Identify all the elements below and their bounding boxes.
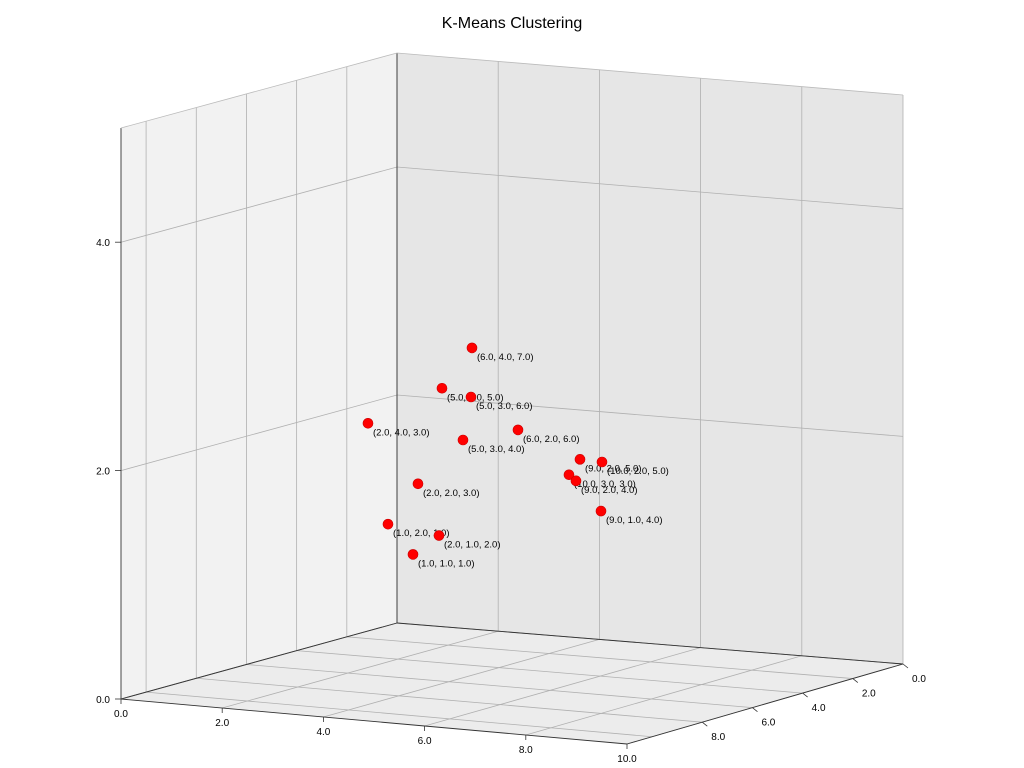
y-tick-mark (802, 692, 808, 698)
data-point (457, 434, 469, 446)
chart-title: K-Means Clustering (442, 15, 583, 32)
data-point (595, 505, 607, 517)
y-tick-label: 6.0 (761, 718, 775, 729)
data-point-label: (6.0, 4.0, 7.0) (477, 352, 534, 363)
y-tick-mark (852, 678, 859, 683)
data-point (574, 454, 586, 465)
data-point-group: (2.0, 1.0, 2.0) (433, 530, 501, 551)
grid-line-x-floor (424, 647, 701, 727)
grid-line-y-floor (346, 636, 853, 679)
data-point-label: (2.0, 4.0, 3.0) (373, 427, 430, 438)
data-point (436, 382, 448, 394)
data-point-group: (1.0, 1.0, 1.0) (407, 549, 475, 569)
data-point (465, 391, 477, 403)
data-point-group: (6.0, 2.0, 6.0) (512, 424, 580, 445)
y-tick-mark (902, 663, 909, 669)
y-tick-label: 8.0 (711, 732, 725, 743)
data-point-label: (2.0, 2.0, 3.0) (423, 488, 480, 499)
chart-tick-labels: 0.0 2.0 4.0 6.0 8.0 10.0 0.0 2.0 4.0 6.0 8.0 0.0 2.0… (96, 238, 926, 765)
data-point (466, 342, 478, 354)
x-tick-label: 10.0 (617, 754, 637, 765)
data-point-group: (5.0, 3.0, 4.0) (457, 434, 525, 455)
data-point-label: (10.0, 3.0, 3.0) (574, 479, 636, 490)
chart-axes (120, 52, 904, 745)
z-tick-label: 0.0 (96, 695, 110, 706)
data-point-group: (9.0, 2.0, 4.0) (570, 475, 638, 496)
data-point-label: (9.0, 1.0, 4.0) (606, 515, 663, 526)
x-tick-label: 4.0 (316, 727, 330, 738)
y-tick-label: 2.0 (862, 689, 876, 700)
grid-line-x-floor (525, 655, 802, 736)
data-point-group: (1.0, 2.0, 1.0) (382, 518, 450, 539)
grid-line-y-floor (296, 650, 803, 694)
grid-line-y-floor (196, 677, 703, 723)
data-point-group: (9.0, 2.0, 5.0) (574, 454, 642, 474)
grid-line-y-floor (246, 664, 753, 709)
data-point (563, 469, 575, 481)
grid-line-x-floor (323, 639, 600, 718)
floor-pane (121, 623, 903, 744)
x-tick-label: 8.0 (519, 745, 533, 756)
top-left-edge (120, 52, 398, 129)
data-point-group: (10.0, 3.0, 3.0) (563, 469, 636, 490)
data-point-label: (2.0, 1.0, 2.0) (444, 540, 501, 551)
chart-panes (121, 53, 903, 744)
y-tick-mark (702, 721, 708, 727)
data-point-group: (5.0, 3.0, 6.0) (465, 391, 533, 412)
data-point-label: (5.0, 3.0, 6.0) (476, 401, 533, 412)
data-point (433, 530, 445, 541)
x-axis-line (120, 698, 628, 745)
y-tick-label: 0.0 (912, 674, 926, 685)
floor-left-edge (120, 622, 398, 700)
data-point-group: (2.0, 4.0, 3.0) (362, 417, 430, 438)
data-point (412, 478, 424, 490)
data-point (407, 549, 419, 560)
data-point (596, 456, 608, 468)
chart-points: (1.0, 2.0, 1.0)(2.0, 4.0, 3.0)(5.0, 4.0,… (362, 342, 669, 569)
data-point-label: (9.0, 2.0, 5.0) (585, 463, 642, 474)
data-point-label: (1.0, 1.0, 1.0) (418, 558, 475, 569)
x-tick-label: 6.0 (418, 736, 432, 747)
data-point (382, 518, 394, 530)
y-tick-mark (752, 707, 758, 712)
top-back-edge (396, 52, 904, 96)
z-tick-label: 2.0 (96, 467, 110, 478)
data-point-label: (9.0, 2.0, 4.0) (581, 485, 638, 496)
floor-back-edge (396, 622, 904, 665)
x-tick-label: 0.0 (114, 709, 128, 720)
data-point-group: (2.0, 2.0, 3.0) (412, 478, 480, 499)
data-point-label: (10.0, 2.0, 5.0) (607, 466, 669, 477)
data-point-group: (9.0, 1.0, 4.0) (595, 505, 663, 526)
back-pane (397, 53, 903, 664)
z-tick-label: 4.0 (96, 238, 110, 249)
grid-line-x-floor (222, 630, 499, 709)
data-point (362, 417, 374, 429)
grid-line-y-floor (146, 691, 653, 738)
data-point-label: (6.0, 2.0, 6.0) (523, 434, 580, 445)
data-point (570, 475, 582, 487)
data-point-group: (6.0, 4.0, 7.0) (466, 342, 534, 363)
x-tick-label: 2.0 (215, 718, 229, 729)
data-point-label: (1.0, 2.0, 1.0) (393, 528, 450, 539)
data-point-label: (5.0, 3.0, 4.0) (468, 444, 525, 455)
y-axis-line (626, 663, 904, 745)
left-pane (121, 53, 397, 699)
data-point (512, 424, 524, 436)
y-tick-label: 4.0 (812, 703, 826, 714)
data-point-group: (10.0, 2.0, 5.0) (596, 456, 669, 477)
